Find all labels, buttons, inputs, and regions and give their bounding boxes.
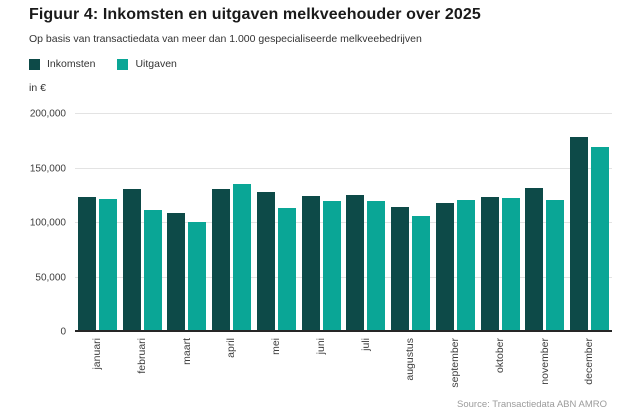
x-tick-maart: maart <box>165 338 210 410</box>
y-tick-label: 100,000 <box>29 217 66 229</box>
gridline <box>75 167 612 169</box>
bar-group-mei <box>254 192 299 332</box>
x-tick-label: januari <box>91 338 104 370</box>
bar-inkomsten-september <box>435 203 454 332</box>
gridline <box>75 113 612 114</box>
bar-inkomsten-juni <box>301 195 320 332</box>
x-tick-april: april <box>209 338 254 410</box>
x-tick-label: februari <box>135 338 148 374</box>
bar-uitgaven-december <box>591 146 610 332</box>
bar-uitgaven-november <box>546 200 565 332</box>
x-tick-label: april <box>225 338 238 358</box>
legend-label-inkomsten: Inkomsten <box>47 58 96 70</box>
x-tick-label: maart <box>180 338 193 365</box>
legend-swatch-inkomsten <box>29 58 40 70</box>
x-tick-juni: juni <box>299 338 344 410</box>
x-axis-line <box>75 330 612 332</box>
bar-uitgaven-juni <box>322 201 341 332</box>
bar-uitgaven-april <box>233 183 252 332</box>
chart-subtitle: Op basis van transactiedata van meer dan… <box>29 33 422 45</box>
x-tick-label: juli <box>359 338 372 351</box>
bar-inkomsten-mei <box>256 192 275 332</box>
bar-inkomsten-februari <box>122 189 141 332</box>
x-tick-label: juni <box>314 338 327 355</box>
legend-item-uitgaven: Uitgaven <box>117 58 177 70</box>
x-tick-mei: mei <box>254 338 299 410</box>
bar-inkomsten-oktober <box>480 196 499 332</box>
bar-group-maart <box>165 213 210 332</box>
chart-title: Figuur 4: Inkomsten en uitgaven melkveeh… <box>29 6 481 23</box>
bar-uitgaven-mei <box>277 207 296 332</box>
y-tick-label: 200,000 <box>29 108 66 120</box>
x-tick-label: september <box>449 338 462 388</box>
bar-inkomsten-december <box>570 136 589 332</box>
y-tick-label: 0 <box>60 326 66 338</box>
x-tick-januari: januari <box>75 338 120 410</box>
bar-group-juni <box>299 195 344 332</box>
y-axis-unit-label: in € <box>29 82 46 94</box>
source-caption: Source: Transactiedata ABN AMRO <box>457 399 607 410</box>
bar-group-november <box>523 188 568 332</box>
gridline <box>75 276 612 278</box>
legend-label-uitgaven: Uitgaven <box>135 58 177 70</box>
bar-inkomsten-april <box>212 189 231 332</box>
bars-container <box>75 114 612 332</box>
bar-inkomsten-augustus <box>391 206 410 332</box>
bar-group-oktober <box>478 196 523 332</box>
x-tick-label: oktober <box>493 338 506 374</box>
legend-swatch-uitgaven <box>117 58 129 70</box>
bar-inkomsten-juli <box>346 194 365 332</box>
bar-group-april <box>209 183 254 332</box>
bar-inkomsten-november <box>525 188 544 332</box>
x-tick-label: augustus <box>404 338 417 381</box>
bar-uitgaven-juli <box>367 201 386 332</box>
y-tick-label: 150,000 <box>29 163 66 174</box>
x-tick-label: mei <box>270 338 283 355</box>
bar-uitgaven-augustus <box>412 216 431 332</box>
x-tick-februari: februari <box>120 338 165 410</box>
x-tick-augustus: augustus <box>388 338 433 410</box>
bar-group-augustus <box>388 206 433 332</box>
bar-uitgaven-februari <box>143 209 162 332</box>
bar-uitgaven-januari <box>98 199 117 332</box>
bar-group-januari <box>75 196 120 332</box>
bar-uitgaven-oktober <box>501 197 520 332</box>
x-tick-juli: juli <box>344 338 389 410</box>
bar-uitgaven-maart <box>188 221 207 332</box>
gridline <box>75 222 612 223</box>
bar-uitgaven-september <box>456 200 475 332</box>
bar-group-februari <box>120 189 165 332</box>
bar-group-september <box>433 200 478 332</box>
bar-inkomsten-januari <box>77 196 96 332</box>
bar-group-december <box>567 136 612 332</box>
y-tick-label: 50,000 <box>35 272 66 283</box>
legend: Inkomsten Uitgaven <box>29 58 177 70</box>
bar-group-juli <box>344 194 389 332</box>
bar-inkomsten-maart <box>167 213 186 332</box>
x-tick-label: november <box>538 338 551 385</box>
legend-item-inkomsten: Inkomsten <box>29 58 95 70</box>
plot-area: 0 50,000 100,000 150,000 200,000 <box>30 109 612 338</box>
x-tick-label: december <box>583 338 596 385</box>
